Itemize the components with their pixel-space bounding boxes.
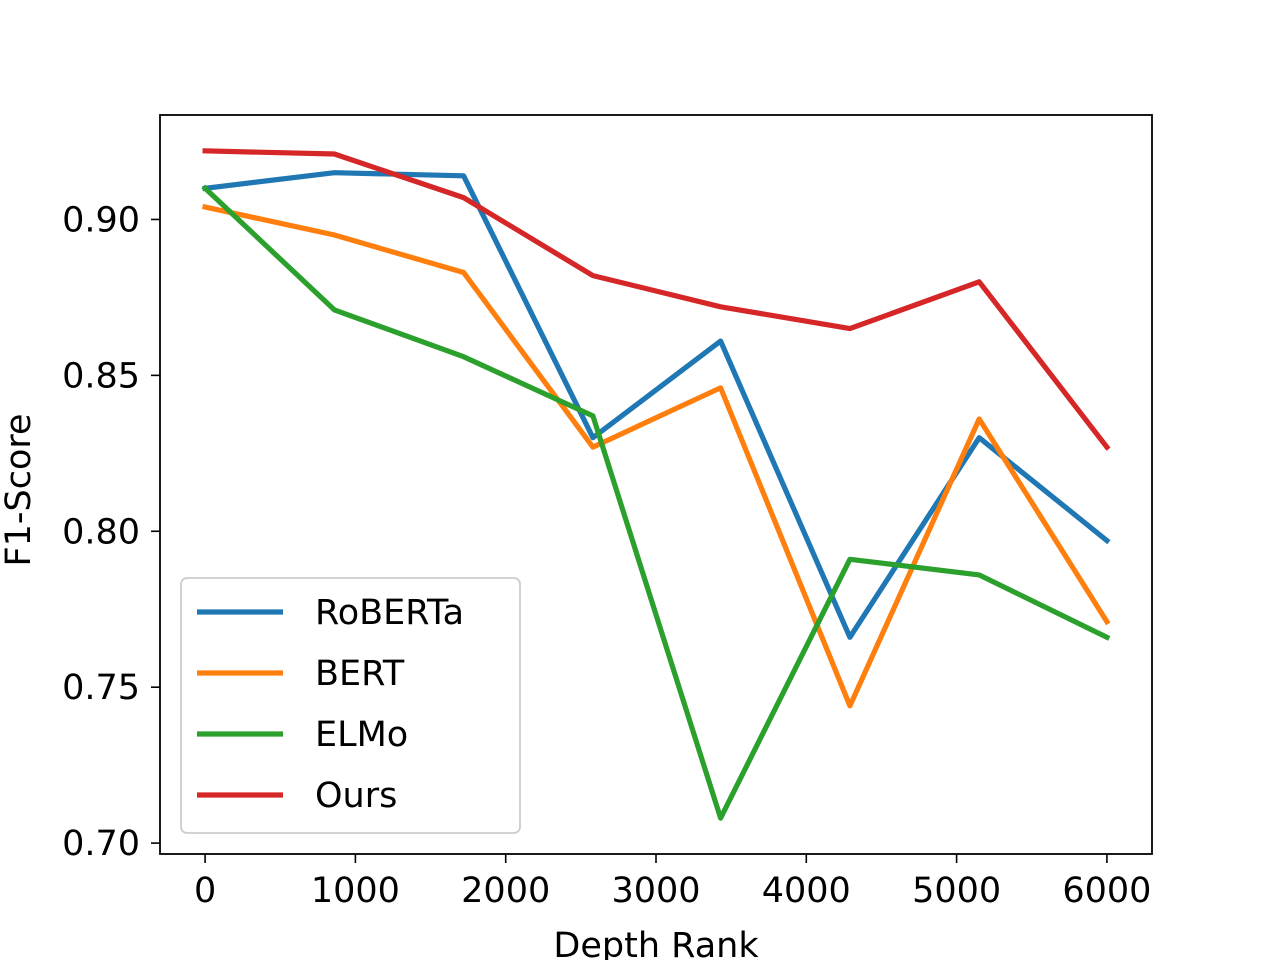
x-tick-label: 5000 — [912, 871, 1001, 911]
x-axis-title: Depth Rank — [553, 926, 759, 960]
legend-label-bert: BERT — [315, 654, 405, 694]
x-tick-label: 4000 — [762, 871, 851, 911]
legend-label-ours: Ours — [315, 776, 397, 816]
y-tick-label: 0.90 — [62, 200, 140, 240]
series-line-elmo — [201, 184, 1111, 821]
y-axis-title: F1-Score — [0, 413, 39, 566]
legend-label-roberta: RoBERTa — [315, 593, 464, 633]
y-tick-label: 0.70 — [62, 824, 140, 864]
y-tick-label: 0.80 — [62, 512, 140, 552]
x-tick-label: 6000 — [1062, 871, 1151, 911]
legend: RoBERTa BERT ELMo Ours — [180, 577, 521, 834]
legend-label-elmo: ELMo — [315, 715, 408, 755]
y-tick-label: 0.85 — [62, 356, 140, 396]
plot-lines — [201, 148, 1111, 821]
legend-frame — [180, 577, 521, 834]
series-line-ours — [202, 148, 1111, 451]
x-axis: 0 1000 2000 3000 4000 5000 6000 — [194, 854, 1151, 911]
x-tick-label: 2000 — [461, 871, 550, 911]
x-tick-label: 3000 — [611, 871, 700, 911]
series-line-bert — [202, 203, 1111, 709]
x-tick-label: 1000 — [311, 871, 400, 911]
y-tick-label: 0.75 — [62, 668, 140, 708]
x-tick-label: 0 — [194, 871, 216, 911]
y-axis: 0.70 0.75 0.80 0.85 0.90 — [62, 200, 160, 864]
legend-items: RoBERTa BERT ELMo Ours — [197, 593, 464, 816]
